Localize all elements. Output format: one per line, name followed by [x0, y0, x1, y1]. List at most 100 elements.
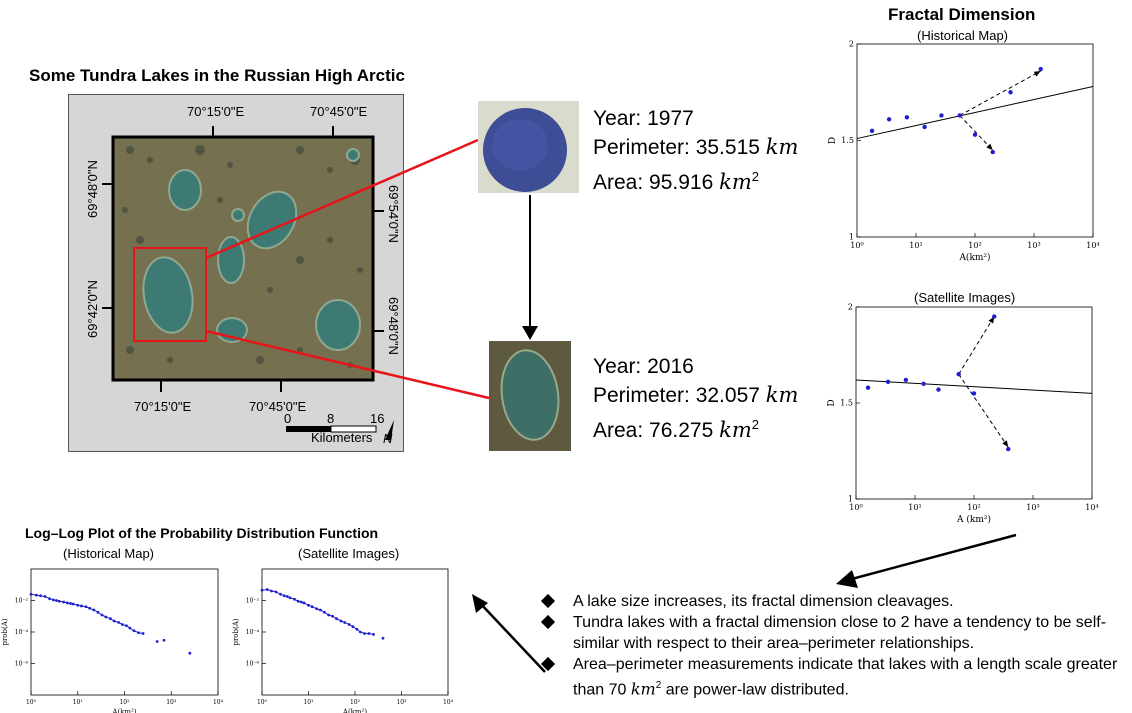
data-point — [92, 608, 96, 612]
lake-2016-area-exp: 2 — [751, 417, 759, 432]
y-tick-label: 2 — [848, 303, 853, 312]
data-point — [76, 603, 80, 607]
x-tick-label: 10⁰ — [26, 699, 37, 706]
diamond-bullet-icon — [540, 614, 556, 630]
lake-2016-year: Year: 2016 — [593, 355, 694, 378]
data-point — [51, 598, 55, 602]
x-axis-label: A (km²) — [956, 514, 991, 525]
lake-1977-area-value: Area: 95.916 — [593, 171, 714, 194]
pdf-satellite-subtitle: (Satellite Images) — [298, 546, 400, 561]
lat-left-2: 69°42'0"N — [85, 280, 100, 338]
data-point — [335, 617, 338, 621]
x-tick-label: 10³ — [166, 699, 177, 706]
y-tick-label: 1 — [848, 495, 853, 504]
data-point — [128, 626, 132, 630]
x-tick-label: 10⁰ — [849, 503, 862, 512]
y-tick-label: 1 — [849, 233, 854, 242]
data-point — [279, 592, 282, 596]
data-point — [265, 588, 269, 591]
scale-unit: Kilometers — [311, 430, 373, 445]
data-point — [69, 602, 72, 605]
bullet-3-text: Area–perimeter measurements indicate tha… — [573, 656, 1118, 699]
x-tick-label: 10² — [119, 699, 130, 706]
data-point — [921, 381, 926, 386]
x-axis-label: A(km²) — [342, 708, 367, 713]
data-point — [351, 625, 355, 629]
trend-arrow-head-icon — [988, 316, 995, 324]
data-point — [339, 619, 343, 623]
lake-1977-perimeter: Perimeter: 35.515 km — [593, 133, 798, 162]
y-tick-label: 1.5 — [841, 136, 854, 145]
data-point — [48, 597, 52, 601]
trend-arrow — [958, 373, 1009, 448]
data-point — [296, 599, 300, 603]
data-point — [331, 614, 335, 618]
data-point — [288, 596, 292, 600]
x-tick-label: 10⁴ — [443, 699, 454, 706]
y-tick-label: 10⁻⁴ — [15, 629, 29, 636]
data-point — [885, 379, 891, 385]
pdf-satellite-chart: 10⁰ 10¹ 10² 10³ 10⁴ 10⁻² 10⁻⁴ 10⁻⁶ A(km²) prob(A) — [232, 568, 454, 713]
data-point — [1008, 90, 1013, 95]
lake-1977-perimeter-value: Perimeter: 35.515 — [593, 136, 760, 159]
data-point — [80, 604, 83, 608]
x-tick-label: 10² — [967, 503, 980, 512]
y-axis-label: prob(A) — [1, 618, 9, 645]
data-point — [88, 606, 92, 610]
data-point — [327, 613, 330, 617]
data-point — [285, 595, 289, 598]
data-point — [869, 128, 875, 134]
data-point — [372, 633, 375, 636]
data-point — [109, 617, 112, 621]
data-point — [972, 132, 978, 137]
bullet-3-exp: 2 — [655, 680, 662, 691]
data-point — [310, 605, 314, 609]
arrow-to-pdf — [479, 602, 546, 673]
plot-area — [856, 43, 1094, 238]
data-point — [992, 314, 997, 319]
x-tick-label: 10² — [350, 699, 361, 706]
x-tick-label: 10¹ — [908, 503, 921, 512]
data-point — [34, 593, 38, 597]
data-point — [155, 640, 159, 643]
arrow-to-bullets-head-icon — [836, 570, 858, 588]
data-point — [904, 115, 910, 120]
y-tick-label: 10⁻⁶ — [246, 661, 260, 668]
satellite-map — [102, 126, 384, 392]
data-point — [939, 113, 944, 118]
fit-line — [856, 85, 1094, 140]
x-tick-label: 10¹ — [73, 699, 83, 706]
lake-1977-area-unit: km — [719, 170, 752, 194]
lon-top-1: 70°15'0"E — [187, 104, 244, 119]
y-axis-label: prob(A) — [232, 618, 240, 645]
bullet-1-text: A lake size increases, its fractal dimen… — [573, 593, 954, 610]
bullet-1: A lake size increases, its fractal dimen… — [540, 591, 1123, 612]
x-tick-label: 10⁴ — [1085, 503, 1098, 512]
fractal-satellite-chart: 10⁰ 10¹ 10² 10³ 10⁴ 1 1.5 2 A (km²) D — [827, 303, 1099, 525]
data-point — [120, 623, 124, 626]
lake-1977-area-exp: 2 — [751, 169, 759, 184]
trend-arrow — [959, 70, 1041, 116]
data-point — [307, 603, 310, 607]
data-point — [922, 124, 927, 130]
bullet-2-text: Tundra lakes with a fractal dimension cl… — [573, 614, 1107, 652]
data-point — [367, 632, 371, 635]
trend-arrow-head-icon — [1002, 440, 1009, 448]
y-axis-label: D — [828, 137, 838, 144]
data-point — [29, 592, 33, 596]
data-point — [903, 377, 909, 383]
x-axis-label: A(km²) — [958, 252, 990, 263]
data-point — [71, 602, 75, 606]
x-tick-label: 10⁰ — [257, 699, 268, 706]
data-point — [55, 599, 58, 602]
map-title: Some Tundra Lakes in the Russian High Ar… — [29, 66, 405, 85]
data-point — [957, 113, 962, 118]
data-point — [100, 613, 104, 617]
lake-1977-year: Year: 1977 — [593, 107, 694, 130]
data-point — [188, 651, 192, 655]
lake-2016-info: Year: 2016 Perimeter: 32.057 km Area: 76… — [593, 352, 798, 445]
lon-top-2: 70°45'0"E — [310, 104, 367, 119]
y-tick-label: 10⁻⁶ — [15, 661, 29, 668]
x-tick-label: 10² — [968, 241, 981, 250]
plot-area — [855, 306, 1093, 500]
